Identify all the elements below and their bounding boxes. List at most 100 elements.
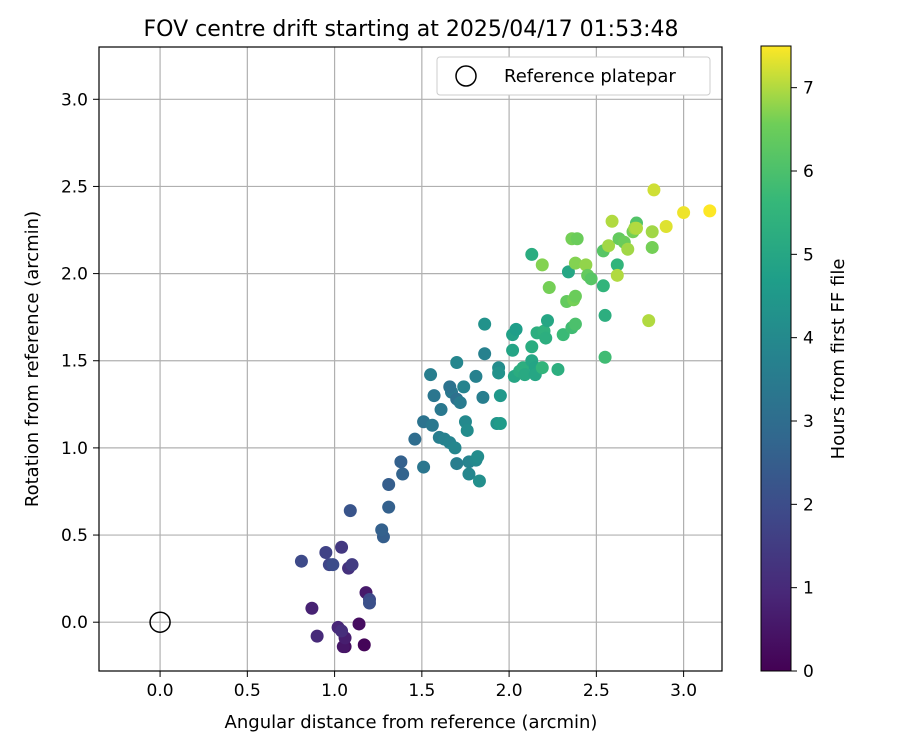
scatter-point [425,418,439,432]
scatter-point [568,256,582,270]
scatter-point [551,362,565,376]
colorbar-gradient [760,45,792,672]
scatter-point [568,317,582,331]
x-tick-label: 0.0 [147,681,174,701]
scatter-point [579,258,593,272]
scatter-point [596,279,610,293]
scatter-point [598,308,612,322]
scatter-point [362,596,376,610]
scatter-point [542,281,556,295]
chart-title: FOV centre drift starting at 2025/04/17 … [144,17,679,42]
colorbar-tick-label: 2 [803,495,814,515]
colorbar-tick-label: 7 [803,79,814,99]
data-points [149,183,717,654]
scatter-point [352,617,366,631]
scatter-point [602,239,616,253]
legend-marker-reference [455,65,477,87]
colorbar-tick-label: 0 [803,662,814,682]
scatter-point [427,389,441,403]
scatter-point [294,554,308,568]
scatter-point [310,629,324,643]
scatter-point [382,500,396,514]
scatter-point [659,220,673,234]
scatter-point [568,289,582,303]
scatter-point [645,225,659,239]
scatter-point [556,328,570,342]
x-axis-label: Angular distance from reference (arcmin) [225,712,598,733]
scatter-point [518,368,532,382]
x-tick-label: 0.5 [234,681,261,701]
scatter-point [469,369,483,383]
scatter-point [382,477,396,491]
scatter-point [525,247,539,261]
scatter-point [476,390,490,404]
scatter-point [357,638,371,652]
scatter-point [453,396,467,410]
legend: Reference platepar [436,56,711,96]
scatter-point [457,380,471,394]
colorbar-tick-label: 5 [803,245,814,265]
y-tick-label: 3.0 [61,90,88,110]
y-axis-label: Rotation from reference (arcmin) [22,211,43,507]
scatter-point [645,240,659,254]
x-tick-label: 1.0 [321,681,348,701]
scatter-point [305,601,319,615]
scatter-point [535,361,549,375]
scatter-point [570,232,584,246]
scatter-point [677,206,691,220]
scatter-point [319,545,333,559]
scatter-point [525,340,539,354]
scatter-point [478,347,492,361]
scatter-point [345,558,359,572]
scatter-point [540,314,554,328]
scatter-point [375,523,389,537]
scatter-point [493,389,507,403]
scatter-point [396,467,410,481]
x-tick-label: 2.0 [496,681,523,701]
x-axis-ticks: 0.0 0.5 1.0 1.5 2.0 2.5 3.0 [147,671,697,701]
scatter-point [408,432,422,446]
scatter-point [584,272,598,286]
colorbar: 0 1 2 3 4 5 6 7 Hours from first FF file [760,45,849,682]
scatter-point [460,423,474,437]
y-tick-label: 2.0 [61,265,88,285]
colorbar-tick-label: 3 [803,412,814,432]
reference-platepar-marker [149,611,171,633]
scatter-point [394,455,408,469]
colorbar-tick-label: 4 [803,329,814,349]
y-tick-label: 0.5 [61,526,88,546]
scatter-point [471,450,485,464]
colorbar-ticks: 0 1 2 3 4 5 6 7 [791,79,814,682]
scatter-point [462,467,476,481]
scatter-point [605,214,619,228]
scatter-point [598,350,612,364]
scatter-point [535,258,549,272]
scatter-point [343,504,357,518]
x-tick-label: 1.5 [408,681,435,701]
colorbar-tick-label: 6 [803,162,814,182]
scatter-point [424,368,438,382]
scatter-point [335,624,349,638]
legend-box [436,56,711,96]
scatter-point [335,540,349,554]
scatter-point [629,221,643,235]
scatter-point [448,441,462,455]
colorbar-label: Hours from first FF file [828,259,849,460]
x-tick-label: 3.0 [670,681,697,701]
scatter-point [621,242,635,256]
y-tick-label: 1.5 [61,352,88,372]
scatter-point [561,265,575,279]
scatter-point [450,457,464,471]
scatter-point [472,474,486,488]
scatter-point [450,355,464,369]
x-tick-label: 2.5 [583,681,610,701]
scatter-point [492,366,506,380]
scatter-point [509,322,523,336]
scatter-point [610,268,624,282]
scatter-point [434,403,448,417]
scatter-point [506,343,520,357]
scatter-point [539,331,553,345]
legend-entry-reference: Reference platepar [504,66,676,87]
